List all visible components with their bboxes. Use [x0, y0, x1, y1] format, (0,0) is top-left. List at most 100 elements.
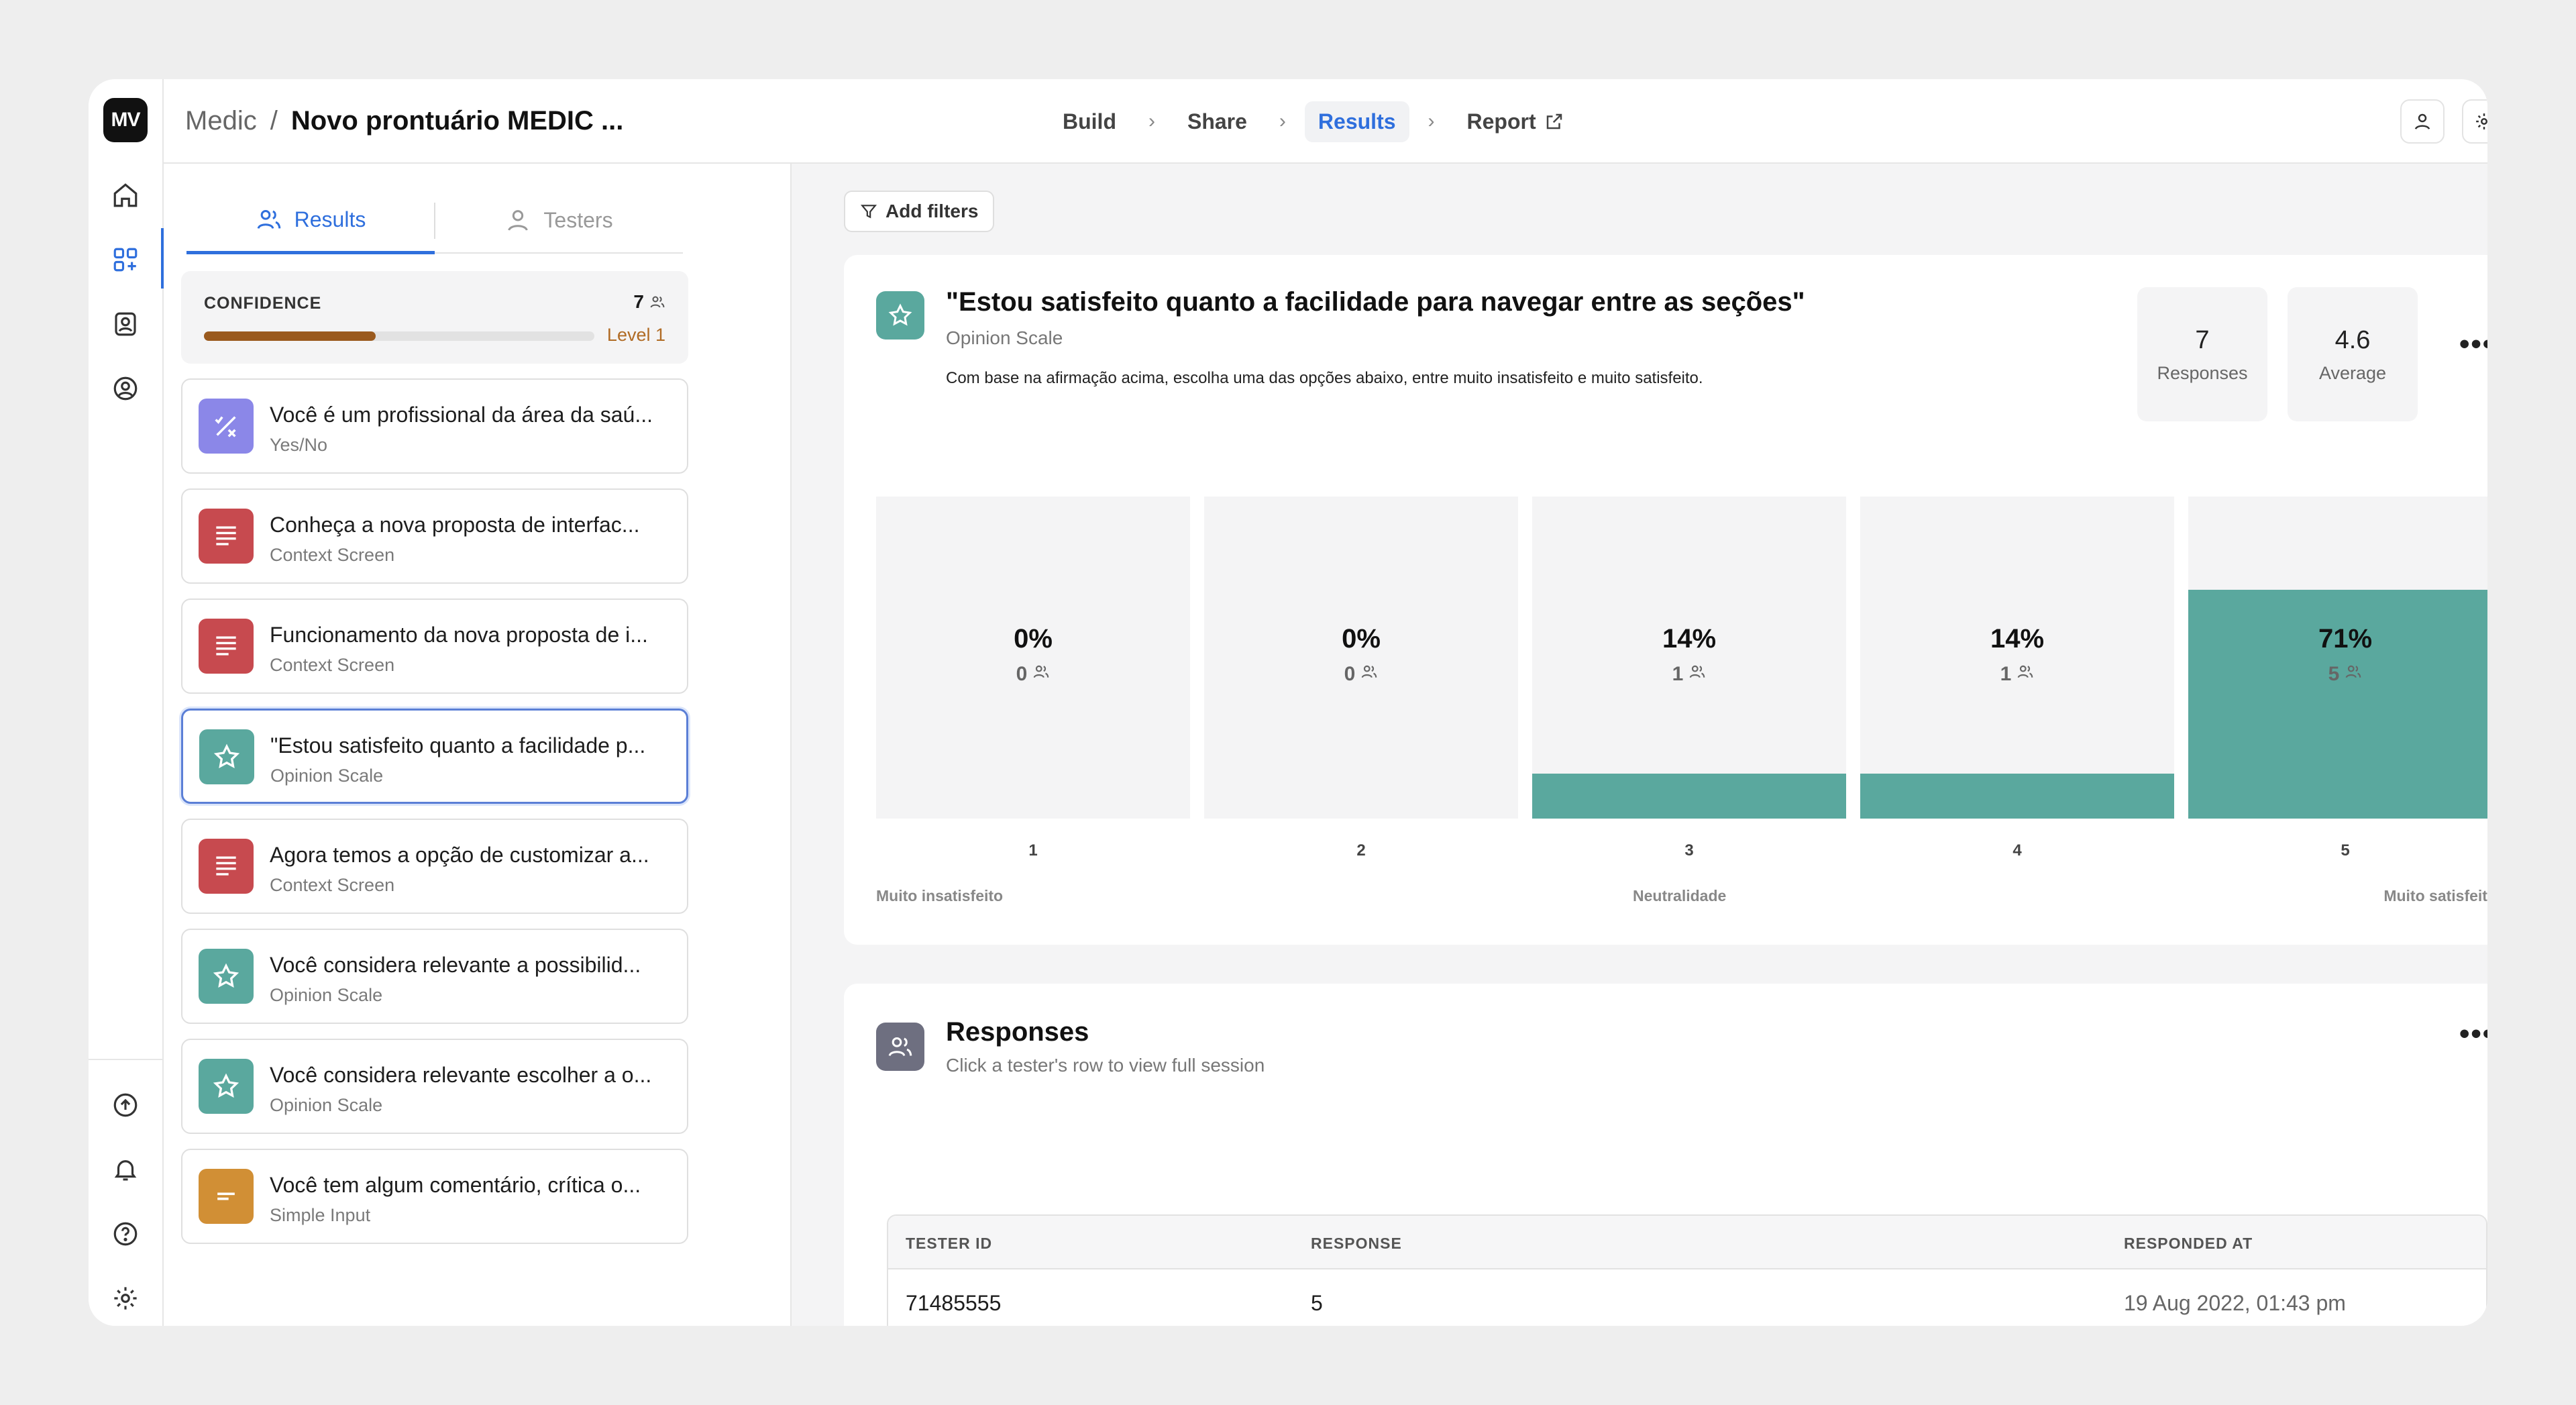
bar-count-label: 0 — [876, 663, 1190, 686]
question-item-title: Você considera relevante escolher a o... — [270, 1063, 652, 1087]
cell-responded-at: 19 Aug 2022, 01:43 pm — [2124, 1291, 2346, 1315]
confidence-progress-fill — [204, 331, 376, 341]
breadcrumb: Medic / Novo prontuário MEDIC ... — [185, 106, 623, 136]
bar-count-value: 0 — [1016, 663, 1028, 685]
question-item-title: Você é um profissional da área da saú... — [270, 403, 653, 427]
workspace-logo[interactable]: MV — [103, 98, 148, 142]
chevron-right-icon: › — [1428, 110, 1435, 132]
invite-user-button[interactable] — [2400, 99, 2445, 144]
responses-subtitle: Click a tester's row to view full sessio… — [946, 1055, 1265, 1076]
context-screen-icon — [199, 619, 254, 674]
bar-count-value: 1 — [2000, 663, 2012, 685]
question-item[interactable]: "Estou satisfeito quanto a facilidade p.… — [181, 709, 688, 804]
help-icon[interactable] — [110, 1218, 141, 1249]
question-item-title: Você tem algum comentário, crítica o... — [270, 1173, 641, 1197]
responses-more-button[interactable]: ••• — [2459, 1017, 2487, 1050]
step-report-label: Report — [1466, 109, 1536, 134]
more-options-button[interactable]: ••• — [2459, 327, 2487, 360]
question-item[interactable]: Conheça a nova proposta de interfac... Co… — [181, 488, 688, 584]
bar-fill — [2188, 590, 2487, 819]
users-icon — [1032, 663, 1050, 686]
question-item-type: Context Screen — [270, 875, 395, 895]
gear-icon — [2476, 113, 2487, 129]
question-item-title: Funcionamento da nova proposta de i... — [270, 623, 648, 647]
users-icon — [2345, 663, 2362, 686]
users-icon — [876, 1023, 924, 1071]
average-stat-label: Average — [2318, 363, 2387, 383]
question-result-card: "Estou satisfeito quanto a facilidade pa… — [844, 255, 2487, 945]
question-item-type: Context Screen — [270, 545, 395, 565]
table-row[interactable]: 71485555 5 19 Aug 2022, 01:43 pm — [888, 1269, 2486, 1326]
contacts-icon[interactable] — [110, 309, 141, 340]
upload-icon[interactable] — [110, 1090, 141, 1121]
question-item[interactable]: Funcionamento da nova proposta de i... Co… — [181, 599, 688, 694]
star-icon — [199, 729, 254, 784]
question-item-type: Opinion Scale — [270, 985, 383, 1005]
user-icon — [2414, 113, 2430, 129]
question-item-title: "Estou satisfeito quanto a facilidade p.… — [270, 733, 646, 758]
question-description: Com base na afirmação acima, escolha uma… — [946, 369, 1703, 387]
tab-testers-label: Testers — [543, 207, 613, 232]
question-item[interactable]: Você é um profissional da área da saú...… — [181, 378, 688, 474]
users-icon — [2017, 663, 2034, 686]
column-header-tester-id[interactable]: TESTER ID — [906, 1235, 993, 1252]
tab-testers[interactable]: Testers — [435, 188, 683, 252]
confidence-count: 7 — [633, 291, 665, 313]
bar-column-4: 14% 1 — [1860, 497, 2174, 819]
users-icon — [1688, 663, 1706, 686]
star-icon — [199, 949, 254, 1004]
questions-panel: Results Testers CONFIDENCE 7 Level 1 Voc… — [164, 164, 792, 1326]
bar-category-label: 2 — [1356, 841, 1366, 860]
step-share[interactable]: Share — [1174, 101, 1260, 142]
user-settings-icon[interactable] — [110, 373, 141, 404]
home-icon[interactable] — [110, 180, 141, 211]
tab-results[interactable]: Results — [186, 188, 435, 254]
responses-stat-label: Responses — [2157, 363, 2248, 383]
column-header-response[interactable]: RESPONSE — [1311, 1235, 1402, 1252]
question-item-type: Yes/No — [270, 435, 328, 455]
add-filters-button[interactable]: Add filters — [844, 191, 995, 232]
nav-rail: MV — [89, 79, 164, 1326]
settings-button[interactable] — [2462, 99, 2487, 144]
context-screen-icon — [199, 509, 254, 564]
question-title: "Estou satisfeito quanto a facilidade pa… — [946, 287, 1805, 317]
app-window: MV Medic / Novo pr — [89, 79, 2487, 1326]
bar-count-label: 1 — [1860, 663, 2174, 686]
question-item[interactable]: Você considera relevante escolher a o...… — [181, 1039, 688, 1134]
bar-category-label: 1 — [1028, 841, 1038, 860]
responses-stat: 7 Responses — [2137, 287, 2267, 421]
bar-count-label: 1 — [1532, 663, 1846, 686]
breadcrumb-test-title: Novo prontuário MEDIC ... — [290, 106, 624, 136]
question-item-title: Agora temos a opção de customizar a... — [270, 843, 649, 867]
column-header-responded-at[interactable]: RESPONDED AT — [2124, 1235, 2253, 1252]
bar-category-label: 3 — [1684, 841, 1694, 860]
bar-count-value: 5 — [2328, 663, 2340, 685]
dashboard-icon[interactable] — [110, 244, 141, 275]
bar-column-5: 71% 5 — [2188, 497, 2487, 819]
step-results-label: Results — [1318, 109, 1396, 134]
results-main: Add filters "Estou satisfeito quanto a f… — [792, 164, 2487, 1326]
bar-count-value: 1 — [1672, 663, 1684, 685]
chevron-right-icon: › — [1148, 110, 1155, 132]
confidence-box: CONFIDENCE 7 Level 1 — [181, 271, 688, 364]
bell-icon[interactable] — [110, 1154, 141, 1185]
filter-icon — [860, 205, 877, 219]
question-item[interactable]: Você tem algum comentário, crítica o... S… — [181, 1149, 688, 1244]
bar-percent-label: 14% — [1990, 624, 2045, 654]
step-build[interactable]: Build — [1049, 101, 1130, 142]
workflow-steps: Build › Share › Results › Report — [1049, 99, 1578, 144]
context-screen-icon — [199, 839, 254, 894]
breadcrumb-project[interactable]: Medic — [185, 106, 257, 136]
step-report[interactable]: Report — [1454, 101, 1578, 142]
bar-count-label: 0 — [1204, 663, 1518, 686]
tab-results-label: Results — [294, 207, 366, 231]
question-item-type: Opinion Scale — [270, 766, 384, 786]
question-item[interactable]: Você considera relevante a possibilid...… — [181, 929, 688, 1024]
step-results[interactable]: Results — [1304, 101, 1409, 142]
settings-icon[interactable] — [110, 1283, 141, 1314]
responses-card: Responses Click a tester's row to view f… — [844, 984, 2487, 1326]
yes-no-icon — [199, 399, 254, 454]
question-item-type: Opinion Scale — [270, 1095, 383, 1115]
star-icon — [199, 1059, 254, 1114]
question-item[interactable]: Agora temos a opção de customizar a... Co… — [181, 819, 688, 914]
